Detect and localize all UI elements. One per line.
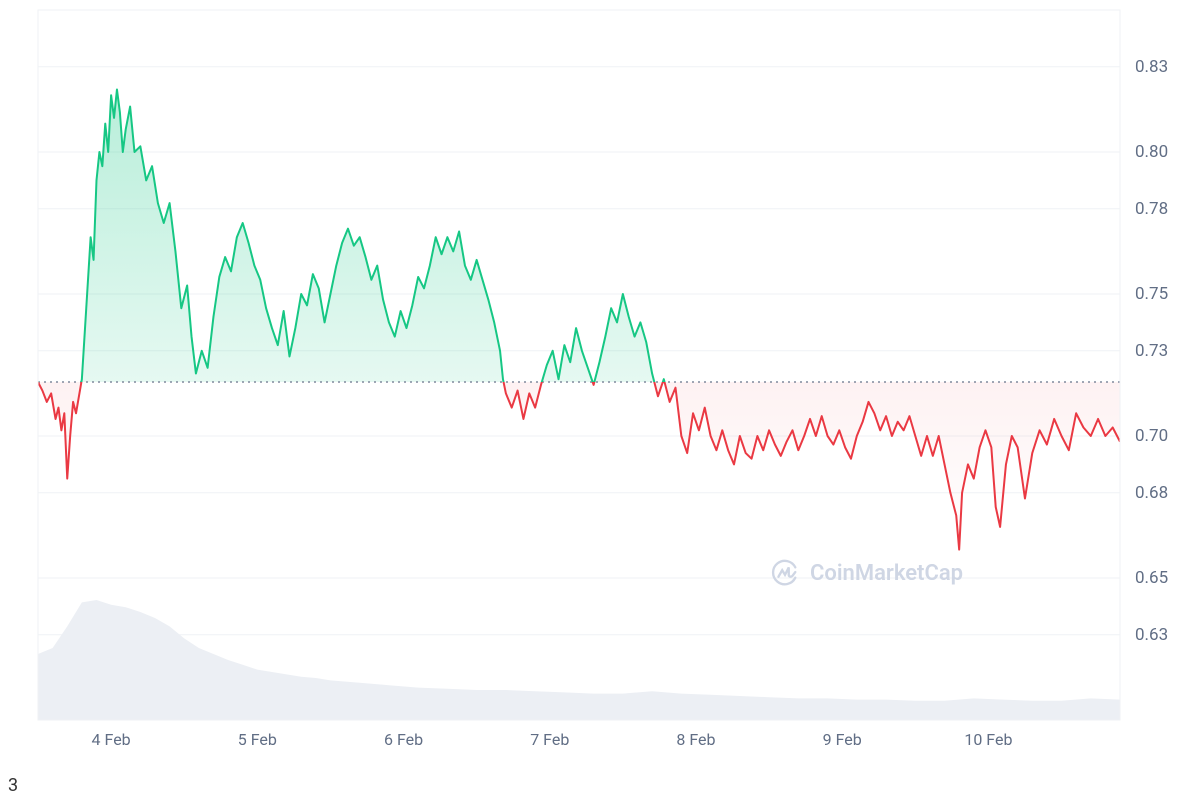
svg-text:4 Feb: 4 Feb <box>92 730 131 749</box>
footer-number: 3 <box>8 775 18 796</box>
svg-text:0.73: 0.73 <box>1135 341 1168 361</box>
svg-text:9 Feb: 9 Feb <box>823 730 862 749</box>
volume-area <box>38 600 1120 720</box>
svg-text:0.75: 0.75 <box>1135 284 1168 304</box>
svg-text:6 Feb: 6 Feb <box>384 730 423 749</box>
svg-text:0.70: 0.70 <box>1135 426 1168 446</box>
svg-text:0.65: 0.65 <box>1135 568 1168 588</box>
svg-text:0.68: 0.68 <box>1135 483 1168 503</box>
chart-svg: 0.63 0.65 0.68 0.70 0.73 0.75 0.78 0.80 0.83 4 F… <box>0 0 1200 800</box>
svg-text:5 Feb: 5 Feb <box>238 730 277 749</box>
y-axis-labels: 0.63 0.65 0.68 0.70 0.73 0.75 0.78 0.80 0.83 <box>1135 57 1168 645</box>
svg-text:8 Feb: 8 Feb <box>676 730 715 749</box>
x-axis-labels: 4 Feb 5 Feb 6 Feb 7 Feb 8 Feb 9 Feb 10 Feb <box>92 730 1013 749</box>
svg-text:10 Feb: 10 Feb <box>964 730 1012 749</box>
svg-text:0.78: 0.78 <box>1135 199 1168 219</box>
price-chart[interactable]: 0.63 0.65 0.68 0.70 0.73 0.75 0.78 0.80 0.83 4 F… <box>0 0 1200 800</box>
svg-text:0.63: 0.63 <box>1135 625 1168 645</box>
svg-text:0.83: 0.83 <box>1135 57 1168 77</box>
svg-text:0.80: 0.80 <box>1135 142 1168 162</box>
price-fill <box>38 90 1120 550</box>
svg-text:7 Feb: 7 Feb <box>530 730 569 749</box>
